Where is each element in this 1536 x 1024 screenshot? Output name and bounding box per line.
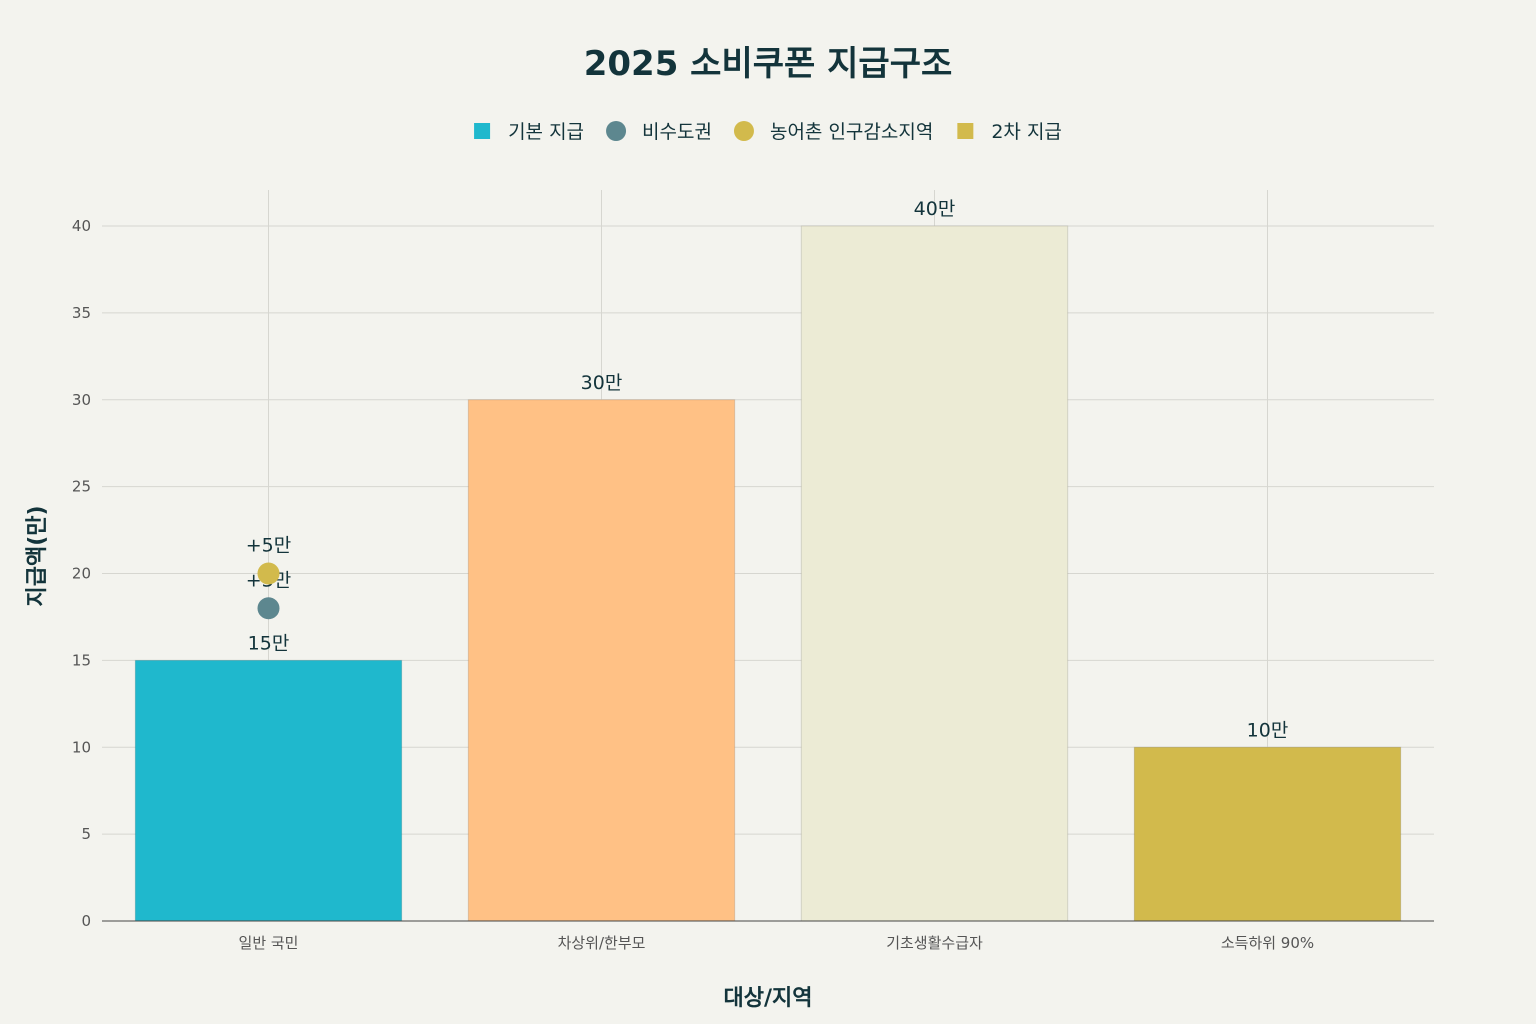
legend: 기본 지급 비수도권 농어촌 인구감소지역 2차 지급 <box>474 121 1062 143</box>
legend-label: 기본 지급 <box>508 121 584 143</box>
bar <box>134 659 403 922</box>
legend-item[interactable]: 2차 지급 <box>957 121 1062 143</box>
legend-square-marker <box>474 123 491 139</box>
y-tick-label: 40 <box>72 217 91 235</box>
y-axis-title: 지급액(만) <box>25 505 50 606</box>
x-tick-label: 차상위/한부모 <box>558 934 646 952</box>
x-tick-label: 소득하위 90% <box>1221 934 1314 952</box>
chart-title: 2025 소비쿠폰 지급구조 <box>584 44 953 84</box>
legend-item[interactable]: 농어촌 인구감소지역 <box>733 121 933 143</box>
bar-value-label: 10만 <box>1247 719 1289 741</box>
y-tick-label: 5 <box>81 825 91 843</box>
y-tick-label: 30 <box>72 391 91 409</box>
point-marker <box>257 562 280 585</box>
legend-square-marker <box>957 123 974 139</box>
bar-value-label: 30만 <box>581 372 623 394</box>
legend-circle-marker <box>606 121 627 141</box>
bar-value-label: 40만 <box>914 198 956 220</box>
y-tick-label: 25 <box>72 478 91 496</box>
bars: 15만 30만 40만 10만 <box>134 198 1402 922</box>
bar-value-label: 15만 <box>248 632 290 654</box>
legend-label: 2차 지급 <box>991 121 1062 143</box>
y-tick-label: 0 <box>81 912 91 930</box>
legend-label: 비수도권 <box>642 121 712 143</box>
x-tick-label: 기초생활수급자 <box>886 934 983 952</box>
y-tick-label: 15 <box>72 651 91 669</box>
y-tick-label: 20 <box>72 565 91 583</box>
legend-circle-marker <box>733 121 754 141</box>
y-tick-label: 10 <box>72 738 91 756</box>
legend-item[interactable]: 비수도권 <box>606 121 712 143</box>
point-marker <box>257 597 280 620</box>
bar <box>800 225 1069 922</box>
bar <box>467 399 736 922</box>
point-value-label: +5만 <box>246 535 292 557</box>
x-axis-title: 대상/지역 <box>724 986 813 1011</box>
y-tick-label: 35 <box>72 304 91 322</box>
bar <box>1133 746 1402 922</box>
legend-label: 농어촌 인구감소지역 <box>770 121 933 143</box>
legend-item[interactable]: 기본 지급 <box>474 121 584 143</box>
points: +3만+5만 <box>246 535 292 620</box>
x-tick-label: 일반 국민 <box>239 934 299 952</box>
x-tick-labels: 일반 국민 차상위/한부모 기초생활수급자 소득하위 90% <box>239 934 1315 952</box>
y-tick-labels: 0 5 10 15 20 25 30 35 40 <box>72 217 91 930</box>
